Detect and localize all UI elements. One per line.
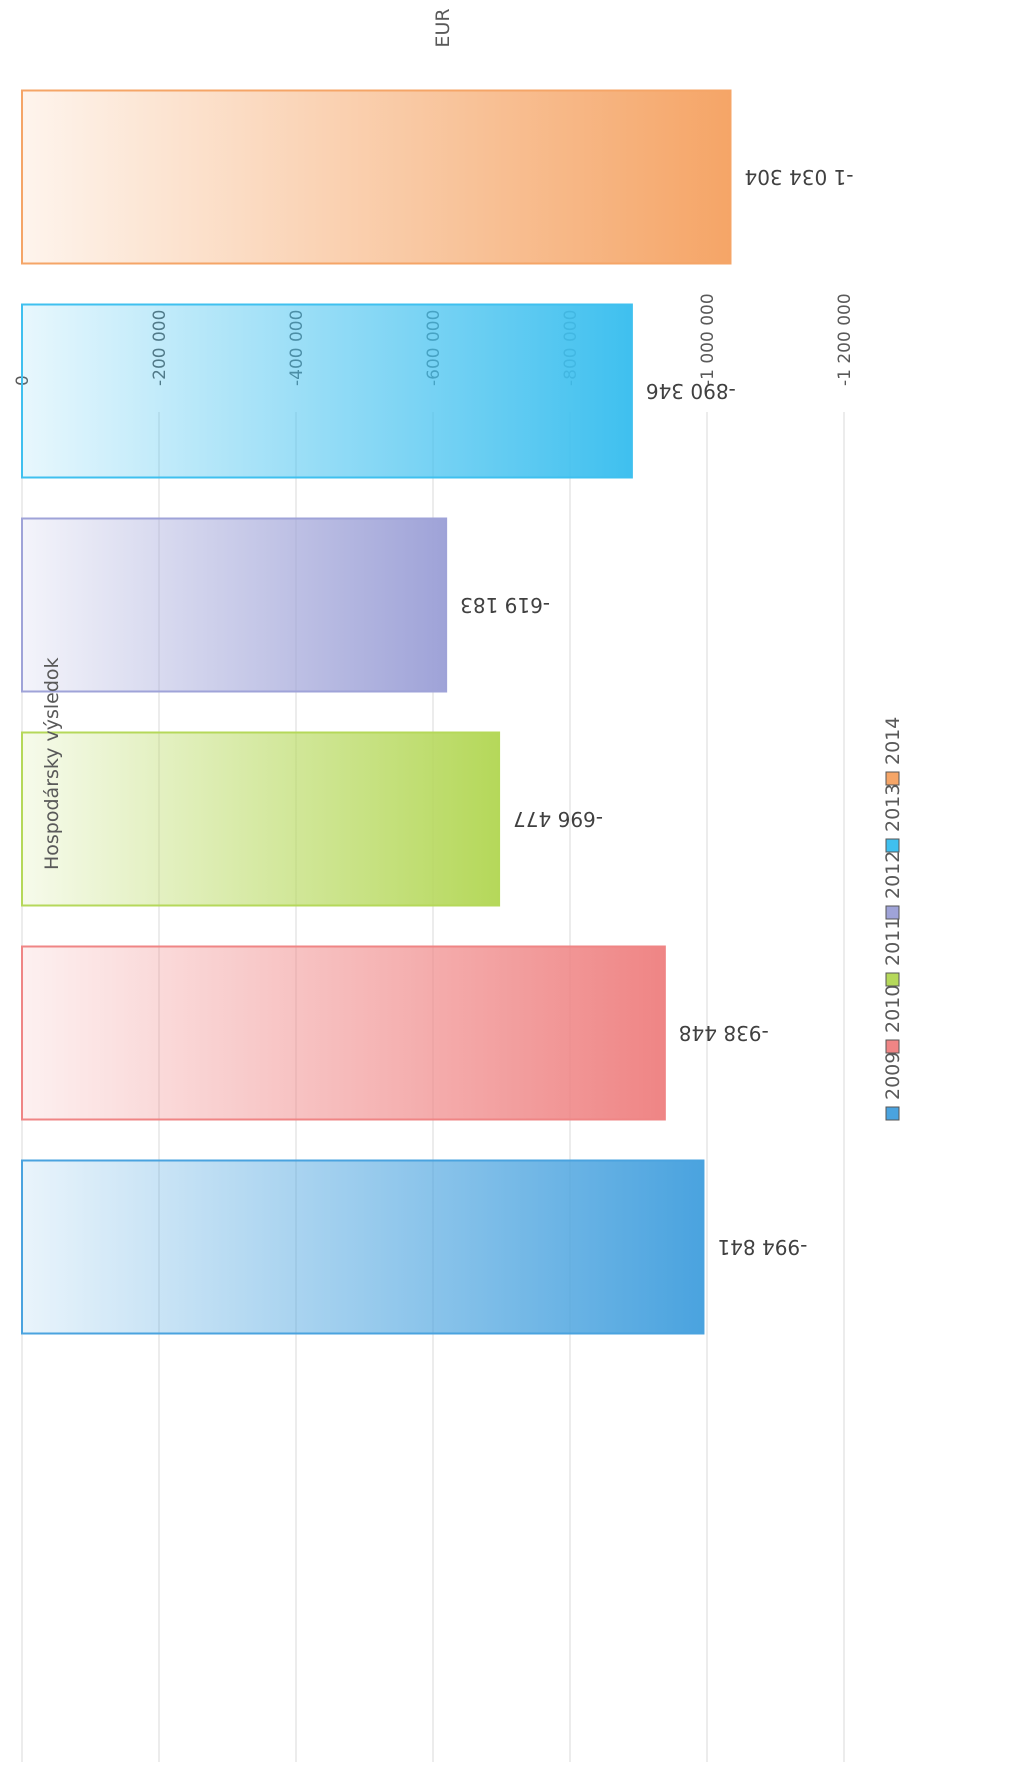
legend-swatch-2012 xyxy=(885,905,900,920)
bar-2009 xyxy=(21,1159,705,1335)
bar-2010 xyxy=(21,945,666,1121)
y-tick-label: -1 000 000 xyxy=(698,293,718,386)
legend-swatch-2010 xyxy=(885,1039,900,1054)
bar-2013 xyxy=(21,303,633,479)
data-label-2009: -994 841 xyxy=(717,1235,807,1259)
bar-2014 xyxy=(21,89,732,265)
legend-label-2011: 2011 xyxy=(882,918,904,966)
data-label-2013: -890 346 xyxy=(646,379,736,403)
data-label-2011: -696 477 xyxy=(513,807,603,831)
data-label-2012: -619 183 xyxy=(460,593,550,617)
data-label-2014: -1 034 304 xyxy=(744,165,853,189)
legend-swatch-2014 xyxy=(885,771,900,786)
data-label-2010: -938 448 xyxy=(679,1021,769,1045)
legend-swatch-2009 xyxy=(885,1106,900,1121)
y-axis-label: EUR xyxy=(432,8,454,47)
bar-2012 xyxy=(21,517,448,693)
legend: 2009 2010 2011 2012 2013 2014 xyxy=(882,717,904,1121)
legend-swatch-2013 xyxy=(885,838,900,853)
bar-2011 xyxy=(21,731,501,907)
chart-title: Hospodársky výsledok xyxy=(41,657,63,870)
y-tick-label: -1 200 000 xyxy=(835,293,855,386)
bars xyxy=(21,89,732,1335)
legend-label-2009: 2009 xyxy=(882,1052,904,1100)
legend-swatch-2011 xyxy=(885,972,900,987)
legend-label-2013: 2013 xyxy=(882,784,904,832)
legend-label-2010: 2010 xyxy=(882,985,904,1033)
legend-label-2014: 2014 xyxy=(882,717,904,765)
data-labels: -994 841 -938 448 -696 477 -619 183 -890 346… xyxy=(460,165,853,1259)
legend-label-2012: 2012 xyxy=(882,851,904,899)
